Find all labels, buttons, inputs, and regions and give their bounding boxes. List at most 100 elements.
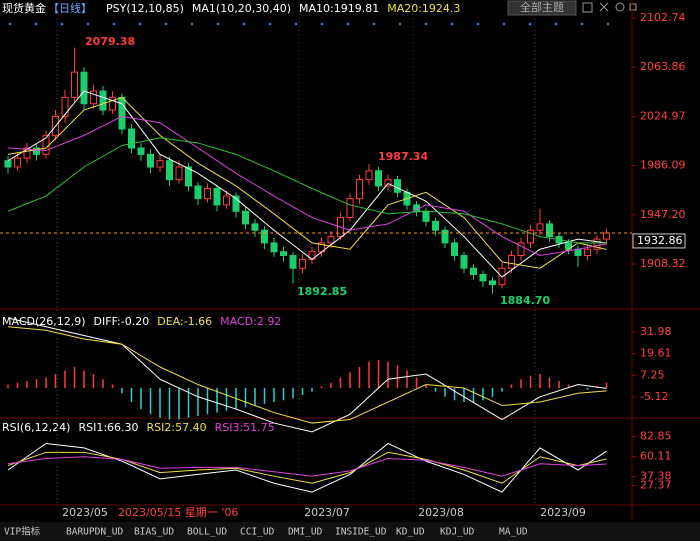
indicator-label: MACD(26,12,9) (2, 315, 86, 328)
y-tick-label: 1986.09 (640, 159, 686, 172)
candle-body (479, 274, 487, 282)
candle-body (71, 71, 78, 98)
indicator-line (7, 456, 607, 477)
marker-dot (528, 22, 532, 26)
marker-dot (8, 22, 12, 26)
x-tick-label: 2023/07 (304, 506, 350, 519)
candle-body (185, 166, 192, 187)
marker-dot (554, 22, 558, 26)
extreme-label: 1892.85 (297, 285, 347, 298)
candle-body (546, 223, 553, 238)
indicator-label: MA20:1924.3 (387, 2, 460, 15)
candle-body (289, 255, 297, 269)
candle-body (166, 160, 173, 181)
indicator-line (7, 451, 607, 484)
indicator-label: DEA:-1.66 (157, 315, 212, 328)
candle-body (384, 179, 392, 187)
candle-body (99, 90, 107, 111)
indicator-label: PSY(12,10,85) (106, 2, 184, 15)
indicator-label: RSI(6,12,24) (2, 421, 70, 434)
indicator-tab[interactable]: DMI_UD (288, 527, 323, 538)
candle-body (327, 236, 335, 244)
marker-dot (346, 22, 350, 26)
indicator-label: RSI2:57.40 (147, 421, 207, 434)
indicator-label: RSI1:66.30 (78, 421, 138, 434)
tab-bar (0, 522, 700, 541)
indicator-tab[interactable]: BIAS_UD (134, 527, 174, 538)
indicator-tab[interactable]: KD_UD (396, 527, 425, 538)
indicator-label: MACD:2.92 (220, 315, 281, 328)
x-tick-label: 2023/05 (62, 506, 108, 519)
candle-body (508, 255, 515, 269)
indicator-line (7, 137, 607, 244)
indicator-tab[interactable]: BARUPDN_UD (66, 527, 123, 538)
indicator-tab[interactable]: BOLL_UD (187, 527, 227, 538)
extreme-label: 2079.38 (85, 35, 135, 48)
candle-body (33, 147, 40, 155)
extreme-label: 1884.70 (500, 294, 550, 307)
y-tick-label: 31.98 (640, 325, 672, 338)
candle-body (213, 187, 221, 206)
icon[interactable] (582, 2, 593, 13)
indicator-tab[interactable]: VIP指标 (4, 526, 41, 538)
y-tick-label: 19.61 (640, 347, 672, 360)
y-tick-label: 82.85 (640, 430, 672, 443)
x-tick-label: 2023/08 (418, 506, 464, 519)
candle-body (90, 90, 97, 105)
period[interactable]: 【日线】 (48, 1, 92, 15)
last-price-label: 1932.86 (637, 234, 683, 247)
last-price-box (632, 233, 686, 249)
y-tick-label: 1908.32 (640, 257, 686, 270)
indicator-line (7, 317, 607, 433)
marker-dot (60, 22, 64, 26)
candle-body (156, 160, 164, 168)
candle-body (432, 220, 439, 231)
indicator-line (7, 115, 607, 257)
candle-body (175, 166, 183, 181)
indicator-tab[interactable]: MA_UD (499, 527, 528, 538)
candle-body (356, 179, 363, 200)
y-tick-label: 7.25 (640, 368, 665, 381)
icon[interactable] (599, 2, 609, 12)
theme-button[interactable] (507, 0, 577, 16)
y-tick-label: 2102.74 (640, 11, 686, 24)
candle-body (527, 229, 534, 244)
icon[interactable] (629, 3, 637, 11)
chart-title: 现货黄金 (2, 1, 46, 15)
candle-body (470, 267, 477, 276)
x-tick-label: 2023/09 (540, 506, 586, 519)
candle-body (251, 223, 259, 231)
candle-body (109, 96, 116, 111)
y-tick-label: -5.12 (640, 390, 668, 403)
marker-dot (86, 22, 90, 26)
marker-dot (190, 22, 194, 26)
candle-body (365, 170, 373, 181)
icon[interactable] (615, 2, 625, 12)
marker-dot (398, 22, 402, 26)
cursor-label: 2023/05/15 星期一 '06 (118, 506, 238, 519)
candle-body (61, 96, 69, 117)
marker-dot (294, 22, 298, 26)
indicator-tab[interactable]: KDJ_UD (440, 527, 475, 538)
candle-body (593, 238, 601, 250)
candle-body (194, 185, 202, 200)
marker-dot (164, 22, 168, 26)
candle-body (242, 210, 249, 225)
indicator-tab[interactable]: CCI_UD (240, 527, 275, 538)
marker-dot (320, 22, 324, 26)
candle-body (137, 147, 145, 155)
theme-button-label[interactable]: 全部主题 (520, 0, 564, 14)
candle-body (232, 195, 240, 212)
indicator-tab[interactable]: INSIDE_UD (335, 527, 387, 538)
candle-body (80, 71, 88, 105)
marker-dot (372, 22, 376, 26)
candle-body (299, 258, 306, 269)
candle-body (23, 147, 31, 159)
marker-dot (216, 22, 220, 26)
marker-dot (112, 22, 116, 26)
candle-body (460, 255, 468, 269)
extreme-label: 1987.34 (378, 150, 428, 163)
candle-body (128, 128, 135, 149)
